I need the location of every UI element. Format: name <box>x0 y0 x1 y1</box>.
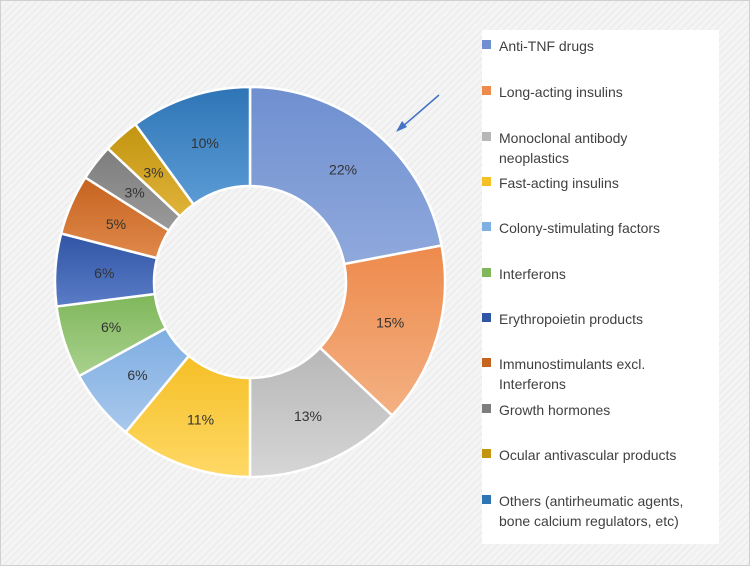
legend-label: Monoclonal antibody neoplastics <box>499 130 628 166</box>
legend-label: Colony-stimulating factors <box>499 220 661 236</box>
slice-others-antirheumatic-agents-bone-calcium-regulators-etc <box>133 85 252 207</box>
data-label-ocular-antivascular-products: 3% <box>143 164 163 180</box>
legend-item-ocular-antivascular-products: Ocular antivascular products <box>482 445 676 465</box>
legend-item-others-antirheumatic-agents-bone-calcium-regulators-etc: Others (antirheumatic agents, bone calciu… <box>482 491 683 531</box>
data-label-monoclonal-antibody-neoplastics: 13% <box>294 408 322 424</box>
legend-swatch <box>482 268 491 277</box>
legend-item-fast-acting-insulins: Fast-acting insulins <box>482 173 619 193</box>
legend-item-long-acting-insulins: Long-acting insulins <box>482 82 623 102</box>
legend-swatch <box>482 495 491 504</box>
data-label-fast-acting-insulins: 11% <box>187 411 214 427</box>
chart-legend: Anti-TNF drugs Long-acting insulins Monocl… <box>482 30 719 544</box>
legend-label: Long-acting insulins <box>499 84 623 100</box>
legend-item-colony-stimulating-factors: Colony-stimulating factors <box>482 218 660 238</box>
legend-label: Erythropoietin products <box>499 311 643 327</box>
legend-swatch <box>482 222 491 231</box>
legend-item-immunostimulants-excl-interferons: Immunostimulants excl. Interferons <box>482 354 645 394</box>
legend-label: Anti-TNF drugs <box>499 38 594 54</box>
data-label-growth-hormones: 3% <box>125 185 145 201</box>
data-label-erythropoietin-products: 6% <box>94 265 114 281</box>
legend-label: Interferons <box>499 266 566 282</box>
legend-label: Growth hormones <box>499 402 611 418</box>
data-label-immunostimulants-excl-interferons: 5% <box>106 216 126 232</box>
legend-swatch <box>482 86 491 95</box>
legend-swatch <box>482 449 491 458</box>
slice-anti-tnf-drugs <box>248 85 444 266</box>
legend-item-anti-tnf-drugs: Anti-TNF drugs <box>482 36 594 56</box>
legend-swatch <box>482 404 491 413</box>
data-label-colony-stimulating-factors: 6% <box>127 367 147 383</box>
legend-label: Ocular antivascular products <box>499 447 677 463</box>
data-label-long-acting-insulins: 15% <box>376 315 404 331</box>
legend-swatch <box>482 40 491 49</box>
legend-swatch <box>482 313 491 322</box>
legend-item-growth-hormones: Growth hormones <box>482 400 610 420</box>
data-label-anti-tnf-drugs: 22% <box>329 162 357 178</box>
legend-label: Immunostimulants excl. Interferons <box>499 356 646 392</box>
data-label-others-antirheumatic-agents-bone-calcium-regulators-etc: 10% <box>191 135 219 151</box>
legend-swatch <box>482 177 491 186</box>
legend-swatch <box>482 132 491 141</box>
legend-item-erythropoietin-products: Erythropoietin products <box>482 309 643 329</box>
legend-label: Others (antirheumatic agents, bone calciu… <box>499 493 684 529</box>
data-label-interferons: 6% <box>101 319 121 335</box>
legend-item-interferons: Interferons <box>482 264 566 284</box>
legend-swatch <box>482 358 491 367</box>
legend-label: Fast-acting insulins <box>499 175 619 191</box>
legend-item-monoclonal-antibody-neoplastics: Monoclonal antibody neoplastics <box>482 128 627 168</box>
